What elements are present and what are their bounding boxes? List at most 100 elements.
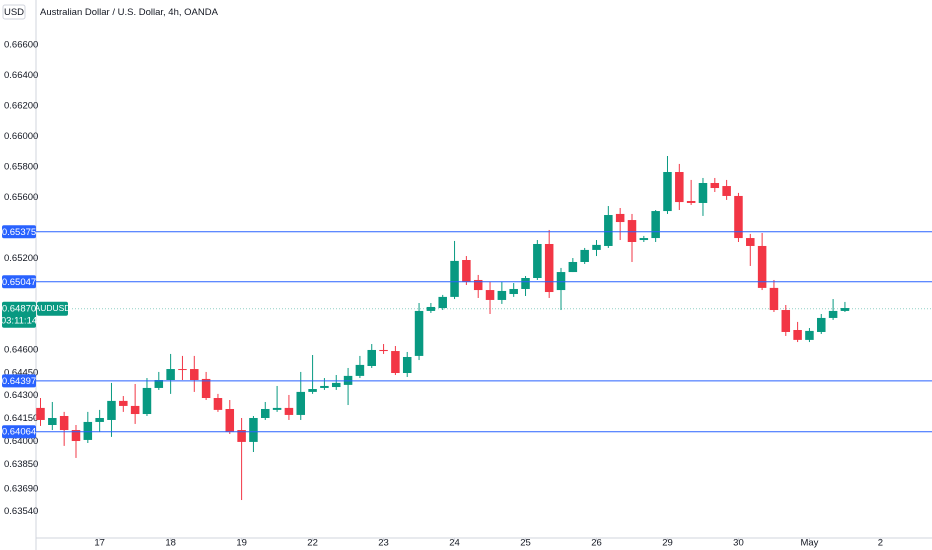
y-tick-label: 0.65600 (4, 192, 38, 203)
countdown: 03:11:14 (1, 315, 37, 326)
candle-body (805, 330, 814, 340)
y-tick-label: 0.63850 (4, 459, 38, 470)
candle-body (746, 238, 755, 246)
candle-body (355, 364, 365, 376)
candle-body (249, 417, 258, 442)
candle-body (36, 407, 45, 420)
candle-body (107, 400, 116, 420)
candle-body (59, 416, 69, 431)
candle-body (331, 382, 341, 388)
price-line-label-box (2, 275, 36, 289)
candle-body (130, 405, 140, 415)
candle-body (308, 389, 317, 392)
y-tick-label: 0.63540 (4, 506, 38, 517)
candle-body (521, 277, 530, 289)
candle-body (544, 243, 554, 293)
candle-body (119, 400, 128, 406)
candle-body (71, 430, 81, 442)
candle-body (675, 172, 684, 203)
price-line-label-box (2, 374, 36, 388)
candle-body (556, 272, 566, 291)
x-tick-label: 2 (878, 538, 883, 549)
y-tick-label: 0.66000 (4, 131, 38, 142)
candle-body (426, 306, 436, 311)
price-line-label: 0.64397 (2, 376, 36, 387)
x-tick-label: 17 (94, 538, 105, 549)
candle-body (462, 260, 471, 282)
candle-body (272, 407, 282, 410)
candle-body (379, 349, 388, 352)
candle-body (509, 288, 518, 295)
candle-body (781, 310, 791, 332)
candle-body (178, 369, 187, 371)
y-tick-label: 0.64000 (4, 436, 38, 447)
symbol-label: AUDUSD (35, 303, 71, 313)
candle-body (757, 245, 767, 288)
candle-body (568, 261, 578, 273)
y-tick-label: 0.64600 (4, 344, 38, 355)
x-tick-label: 29 (662, 538, 673, 549)
candle-body (414, 310, 424, 356)
price-line-label-box (2, 425, 36, 439)
candle-body (722, 186, 731, 196)
x-tick-label: 18 (165, 538, 176, 549)
x-tick-label: May (800, 538, 818, 549)
price-line-label: 0.65047 (2, 277, 36, 288)
current-price-label: 0.64870 (2, 303, 36, 314)
y-tick-label: 0.65200 (4, 253, 38, 264)
price-line-label: 0.64064 (2, 427, 36, 438)
candle-body (225, 408, 235, 433)
candle-body (154, 380, 164, 388)
candle-body (840, 308, 850, 311)
candle-body (686, 200, 696, 203)
y-tick-label: 0.66600 (4, 40, 38, 51)
candle-body (48, 417, 57, 426)
x-tick-label: 30 (733, 538, 744, 549)
candle-body (533, 243, 542, 278)
candle-body (793, 329, 802, 340)
y-tick-label: 0.65800 (4, 161, 38, 172)
candle-body (201, 378, 211, 399)
candle-body (391, 351, 400, 374)
y-tick-label: 0.64150 (4, 413, 38, 424)
candle-body (438, 296, 447, 309)
candle-body (402, 356, 412, 374)
x-tick-label: 26 (591, 538, 602, 549)
candle-body (828, 310, 838, 318)
candle-body (663, 172, 672, 212)
x-tick-label: 23 (378, 538, 389, 549)
symbol-box (37, 301, 68, 316)
candle-body (142, 387, 152, 415)
y-tick-label: 0.64300 (4, 390, 38, 401)
candle-body (710, 182, 720, 189)
candle-body (651, 211, 660, 239)
candle-body (580, 249, 589, 262)
x-tick-label: 19 (236, 538, 247, 549)
candle-body (473, 279, 483, 291)
candle-body (734, 195, 743, 239)
candle-body (190, 369, 199, 381)
candle-body (592, 244, 601, 250)
candle-body (639, 238, 649, 241)
x-tick-label: 22 (307, 538, 318, 549)
candle-body (450, 260, 459, 297)
currency: USD (4, 7, 24, 18)
y-tick-label: 0.64450 (4, 367, 38, 378)
current-price-box (2, 301, 36, 328)
candle-body (237, 430, 246, 442)
price-line-label: 0.65375 (2, 227, 36, 238)
candle-body (627, 220, 637, 243)
candle-body (296, 391, 306, 415)
candle-body (367, 349, 376, 366)
candle-body (343, 375, 353, 385)
chart-title: Australian Dollar / U.S. Dollar, 4h, OAN… (40, 7, 219, 18)
candle-body (497, 290, 507, 300)
y-tick-label: 0.63690 (4, 483, 38, 494)
candle-body (485, 290, 495, 300)
candle-body (817, 317, 826, 332)
candle-body (284, 407, 294, 415)
candle-body (95, 417, 104, 422)
candle-body (166, 369, 175, 381)
currency-box[interactable] (2, 4, 26, 20)
candle-body (213, 398, 223, 410)
